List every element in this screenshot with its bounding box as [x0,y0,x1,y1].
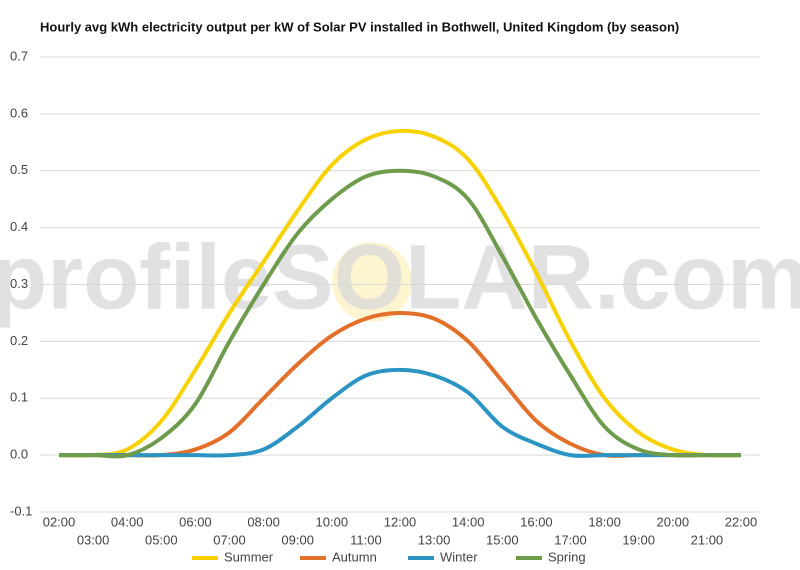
x-tick-label: 12:00 [384,514,417,529]
series-line [59,168,741,459]
y-tick-label: 0.0 [10,447,28,462]
y-tick-label: 0.3 [10,276,28,291]
y-tick-label: 0.1 [10,390,28,405]
x-tick-label: 16:00 [520,514,553,529]
chart-title: Hourly avg kWh electricity output per kW… [40,19,679,34]
x-tick-label: 22:00 [725,514,758,529]
y-tick-label: 0.2 [10,333,28,348]
x-tick-label: 13:00 [418,532,451,547]
x-tick-label: 03:00 [77,532,110,547]
x-tick-label: 19:00 [622,532,655,547]
x-tick-label: 15:00 [486,532,519,547]
y-tick-label: 0.4 [10,219,28,234]
series-line [59,367,741,458]
x-tick-label: 18:00 [588,514,621,529]
x-tick-label: 02:00 [43,514,76,529]
series-line [58,128,742,458]
y-tick-label: 0.7 [10,48,28,63]
y-tick-label: -0.1 [10,503,32,518]
x-tick-label: 09:00 [281,532,314,547]
legend-label: Winter [440,549,478,564]
x-tick-label: 06:00 [179,514,212,529]
x-tick-label: 21:00 [691,532,724,547]
x-tick-label: 20:00 [657,514,690,529]
watermark-sun [332,242,412,322]
x-tick-label: 07:00 [213,532,246,547]
legend-label: Autumn [332,549,377,564]
legend-label: Summer [224,549,274,564]
x-tick-label: 14:00 [452,514,485,529]
x-tick-label: 05:00 [145,532,178,547]
y-tick-label: 0.6 [10,105,28,120]
x-tick-label: 04:00 [111,514,144,529]
x-tick-label: 11:00 [350,532,382,547]
legend-label: Spring [548,549,586,564]
x-tick-label: 08:00 [247,514,280,529]
x-tick-label: 10:00 [316,514,349,529]
y-tick-label: 0.5 [10,162,28,177]
x-tick-label: 17:00 [554,532,587,547]
